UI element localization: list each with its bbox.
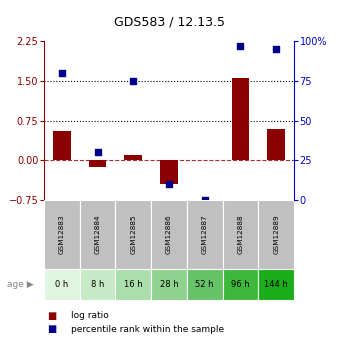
Text: percentile rank within the sample: percentile rank within the sample — [71, 325, 224, 334]
Text: GSM12886: GSM12886 — [166, 215, 172, 254]
Text: 144 h: 144 h — [264, 280, 288, 289]
Text: log ratio: log ratio — [71, 311, 109, 320]
Bar — [44, 269, 80, 300]
Bar — [115, 269, 151, 300]
Bar — [258, 269, 294, 300]
Bar — [89, 160, 106, 167]
Bar — [124, 155, 142, 160]
Bar — [80, 200, 115, 269]
Bar — [115, 200, 151, 269]
Text: 8 h: 8 h — [91, 280, 104, 289]
Text: age ▶: age ▶ — [7, 280, 33, 289]
Bar — [160, 160, 178, 184]
Point — [95, 150, 100, 155]
Bar — [187, 269, 223, 300]
Text: GSM12883: GSM12883 — [59, 215, 65, 254]
Text: GSM12884: GSM12884 — [95, 215, 100, 254]
Text: GSM12885: GSM12885 — [130, 215, 136, 254]
Text: GSM12889: GSM12889 — [273, 215, 279, 254]
Bar — [267, 129, 285, 160]
Text: 0 h: 0 h — [55, 280, 68, 289]
Bar — [151, 200, 187, 269]
Point — [59, 70, 65, 76]
Bar — [151, 269, 187, 300]
Bar — [187, 200, 223, 269]
Point — [202, 197, 208, 203]
Bar — [80, 269, 115, 300]
Bar — [53, 131, 71, 160]
Bar — [223, 269, 258, 300]
Text: 16 h: 16 h — [124, 280, 143, 289]
Text: GDS583 / 12.13.5: GDS583 / 12.13.5 — [114, 16, 224, 29]
Text: 96 h: 96 h — [231, 280, 250, 289]
Text: ■: ■ — [47, 311, 56, 321]
Point — [166, 181, 172, 187]
Point — [130, 78, 136, 84]
Text: 28 h: 28 h — [160, 280, 178, 289]
Bar — [44, 200, 80, 269]
Bar — [232, 78, 249, 160]
Point — [238, 43, 243, 49]
Text: GSM12888: GSM12888 — [238, 215, 243, 254]
Text: GSM12887: GSM12887 — [202, 215, 208, 254]
Bar — [223, 200, 258, 269]
Text: 52 h: 52 h — [195, 280, 214, 289]
Text: ■: ■ — [47, 325, 56, 334]
Point — [273, 47, 279, 52]
Bar — [258, 200, 294, 269]
